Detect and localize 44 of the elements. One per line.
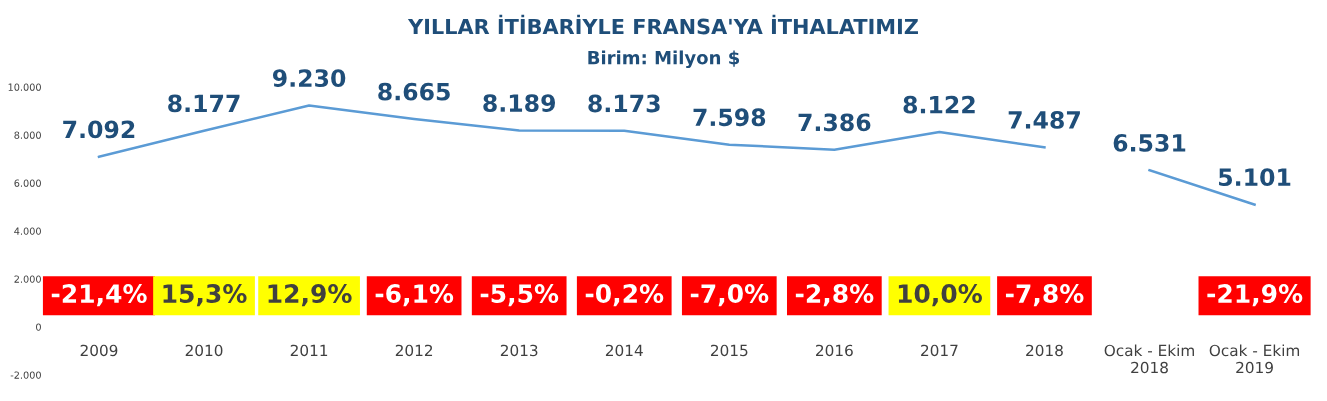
y-tick-label: -2.000 bbox=[10, 371, 41, 379]
annotation: -21,4% bbox=[51, 284, 147, 307]
annotation: -7,8% bbox=[1005, 284, 1084, 307]
data-label: 7.386 bbox=[798, 113, 871, 132]
x-tick-label: 2015 bbox=[710, 344, 748, 357]
data-label: 9.230 bbox=[272, 69, 346, 88]
chart-subtitle: Birim: Milyon $ bbox=[588, 50, 740, 69]
y-tick-label: 10.000 bbox=[8, 83, 41, 91]
chart-title: YILLAR İTİBARİYLE FRANSA'YA İTHALATIMIZ bbox=[407, 14, 918, 35]
annotation: 12,9% bbox=[268, 284, 352, 307]
x-tick-label: 2016 bbox=[816, 344, 853, 357]
annotation: -7,0% bbox=[690, 284, 769, 307]
annotation: -6,1% bbox=[375, 284, 454, 307]
y-tick-label: 8.000 bbox=[14, 131, 41, 139]
data-label: 7.598 bbox=[693, 108, 766, 127]
annotation: -5,5% bbox=[480, 284, 559, 307]
x-tick-label: 2018 bbox=[1026, 344, 1063, 357]
x-tick-label: 2014 bbox=[605, 344, 643, 357]
x-tick-label: 2013 bbox=[500, 344, 538, 357]
data-label: 8.189 bbox=[483, 94, 556, 113]
annotation: -2,8% bbox=[795, 284, 874, 307]
x-tick-label: 2009 bbox=[80, 344, 118, 357]
x-tick-label: Ocak - Ekim 2019 bbox=[1209, 344, 1300, 374]
data-label: 8.122 bbox=[903, 95, 975, 114]
annotation: -0,2% bbox=[585, 284, 664, 307]
x-tick-label: Ocak - Ekim 2018 bbox=[1104, 344, 1194, 374]
x-tick-label: 2012 bbox=[395, 344, 433, 357]
data-label: 8.173 bbox=[588, 94, 660, 113]
x-tick-label: 2017 bbox=[921, 344, 958, 357]
x-tick-label: 2011 bbox=[290, 344, 328, 357]
annotation: 15,3% bbox=[163, 284, 247, 307]
data-label: 7.092 bbox=[63, 120, 135, 139]
data-label: 7.487 bbox=[1008, 110, 1080, 129]
data-label: 8.177 bbox=[168, 94, 240, 113]
annotation: 10,0% bbox=[898, 284, 982, 307]
data-label: 8.665 bbox=[378, 82, 450, 101]
y-tick-label: 2.000 bbox=[14, 275, 41, 283]
data-label: 6.531 bbox=[1113, 133, 1186, 152]
y-tick-label: 6.000 bbox=[14, 179, 41, 187]
y-tick-label: 4.000 bbox=[14, 227, 41, 235]
data-label: 5.101 bbox=[1219, 168, 1291, 187]
y-tick-label: 0 bbox=[36, 323, 41, 331]
x-tick-label: 2010 bbox=[185, 344, 223, 357]
annotation: -21,9% bbox=[1207, 284, 1303, 307]
